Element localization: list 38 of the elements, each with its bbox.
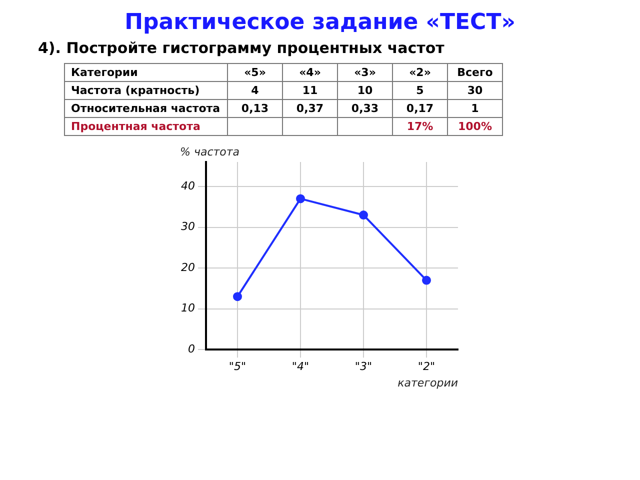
- y-tick-label: 20: [180, 260, 195, 274]
- x-tick-label: "5": [228, 360, 246, 374]
- text: Относительная частота: [71, 102, 220, 115]
- y-axis-title: % частота: [180, 145, 240, 158]
- text: 0,33: [351, 102, 379, 115]
- y-tick-label: 40: [180, 179, 195, 192]
- text: 10: [357, 84, 373, 97]
- y-tick-label: 30: [180, 220, 195, 234]
- text: 0,37: [296, 102, 324, 115]
- point: [359, 210, 368, 220]
- point: [233, 292, 242, 302]
- text: «4»: [299, 66, 321, 79]
- text: Категории: [71, 66, 138, 79]
- text: Частота (кратность): [71, 84, 200, 97]
- text: 5: [416, 84, 424, 97]
- text: «3»: [354, 66, 376, 79]
- text: 0,17: [406, 102, 434, 115]
- point: [296, 194, 305, 204]
- text: «5»: [244, 66, 266, 79]
- text: 0,13: [241, 102, 269, 115]
- y-tick-label: 10: [180, 302, 195, 315]
- text: 1: [471, 102, 479, 115]
- point: [422, 276, 431, 285]
- text: 100%: [458, 120, 492, 133]
- y-tick-label: 0: [188, 342, 195, 356]
- chart-subtitle: 4). Постройте гистограмму процентных частот: [38, 39, 446, 57]
- text: Процентная частота: [71, 120, 200, 133]
- chart-title: Практическое задание «ТЕСТ»: [124, 9, 516, 35]
- text: Всего: [457, 66, 493, 79]
- x-tick-label: "2": [418, 360, 436, 374]
- text: 11: [302, 84, 318, 97]
- x-tick-label: "3": [354, 360, 372, 374]
- text: 4: [251, 84, 259, 97]
- text: 30: [467, 84, 483, 97]
- x-axis-title: категории: [398, 376, 458, 390]
- text: «2»: [409, 66, 431, 79]
- x-tick-label: "4": [292, 360, 310, 374]
- text: 17%: [406, 120, 434, 133]
